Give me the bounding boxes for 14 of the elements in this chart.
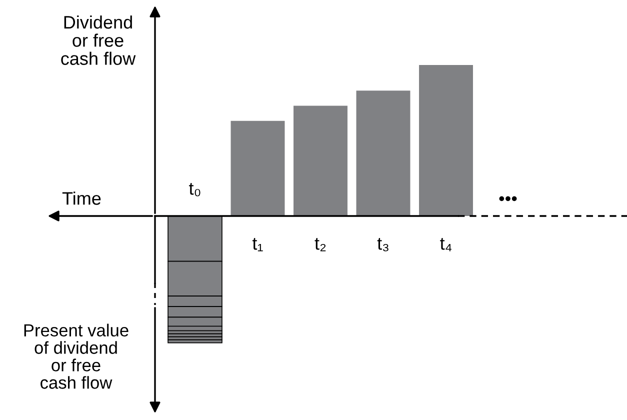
y-axis-title: Dividend or free cash flow xyxy=(61,15,136,65)
bar xyxy=(419,65,473,216)
x-axis-title: Time xyxy=(62,192,101,205)
x-tick-label: t₄ xyxy=(440,238,452,252)
bar xyxy=(356,90,410,216)
text: Present value of dividend or free cash flow xyxy=(24,324,128,389)
x-tick-label: t₀ xyxy=(189,182,200,196)
x-tick-label: t₂ xyxy=(314,238,326,252)
bar xyxy=(168,339,222,344)
text: ••• xyxy=(499,196,517,202)
bar xyxy=(230,120,285,216)
x-tick-label: t₃ xyxy=(377,238,388,252)
bar xyxy=(294,106,348,216)
x-tick-label: t₁ xyxy=(252,238,263,252)
